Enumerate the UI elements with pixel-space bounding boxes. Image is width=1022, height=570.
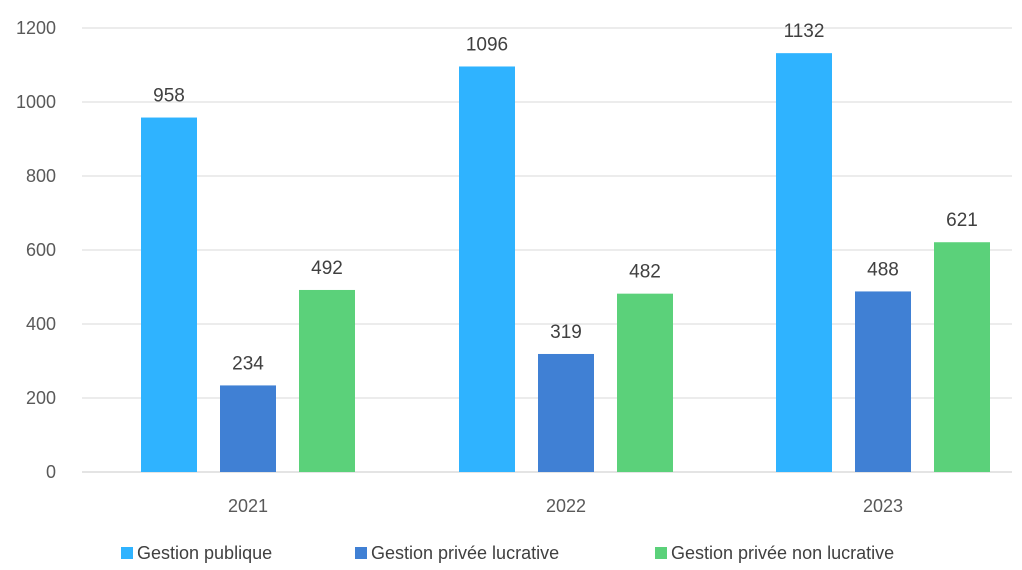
legend-item: Gestion privée non lucrative: [655, 543, 894, 563]
data-label: 488: [867, 259, 899, 280]
data-label: 1132: [784, 21, 825, 42]
x-tick-label: 2022: [546, 496, 586, 516]
legend-label: Gestion privée lucrative: [371, 543, 559, 563]
y-tick-label: 0: [46, 462, 56, 482]
legend-item: Gestion privée lucrative: [355, 543, 559, 563]
legend-label: Gestion publique: [137, 543, 272, 563]
bar: [538, 353, 594, 472]
y-tick-label: 200: [26, 388, 56, 408]
data-label: 621: [946, 210, 978, 231]
data-label: 234: [232, 353, 264, 374]
bar: [855, 291, 911, 472]
legend-item: Gestion publique: [121, 543, 272, 563]
data-labels: 958 1096 1132 234 319 488 492 482 621: [153, 21, 978, 374]
bar: [459, 66, 515, 472]
bars: [141, 53, 990, 472]
bar: [617, 293, 673, 472]
x-axis: 2021 2022 2023: [228, 496, 903, 516]
bar: [934, 242, 990, 472]
y-axis: 0 200 400 600 800 1000 1200: [16, 18, 56, 482]
y-tick-label: 600: [26, 240, 56, 260]
x-tick-label: 2023: [863, 496, 903, 516]
bar: [220, 385, 276, 472]
data-label: 958: [153, 86, 185, 107]
legend-swatch: [655, 547, 667, 559]
legend: Gestion publique Gestion privée lucrative…: [121, 543, 894, 563]
legend-label: Gestion privée non lucrative: [671, 543, 894, 563]
legend-swatch: [355, 547, 367, 559]
data-label: 319: [550, 322, 582, 343]
legend-swatch: [121, 547, 133, 559]
bar: [141, 117, 197, 472]
y-tick-label: 1000: [16, 92, 56, 112]
y-tick-label: 1200: [16, 18, 56, 38]
data-label: 492: [311, 258, 343, 279]
data-label: 1096: [466, 34, 508, 55]
bar: [776, 53, 832, 472]
x-tick-label: 2021: [228, 496, 268, 516]
data-label: 482: [629, 262, 661, 283]
y-tick-label: 800: [26, 166, 56, 186]
bar: [299, 289, 355, 472]
y-tick-label: 400: [26, 314, 56, 334]
